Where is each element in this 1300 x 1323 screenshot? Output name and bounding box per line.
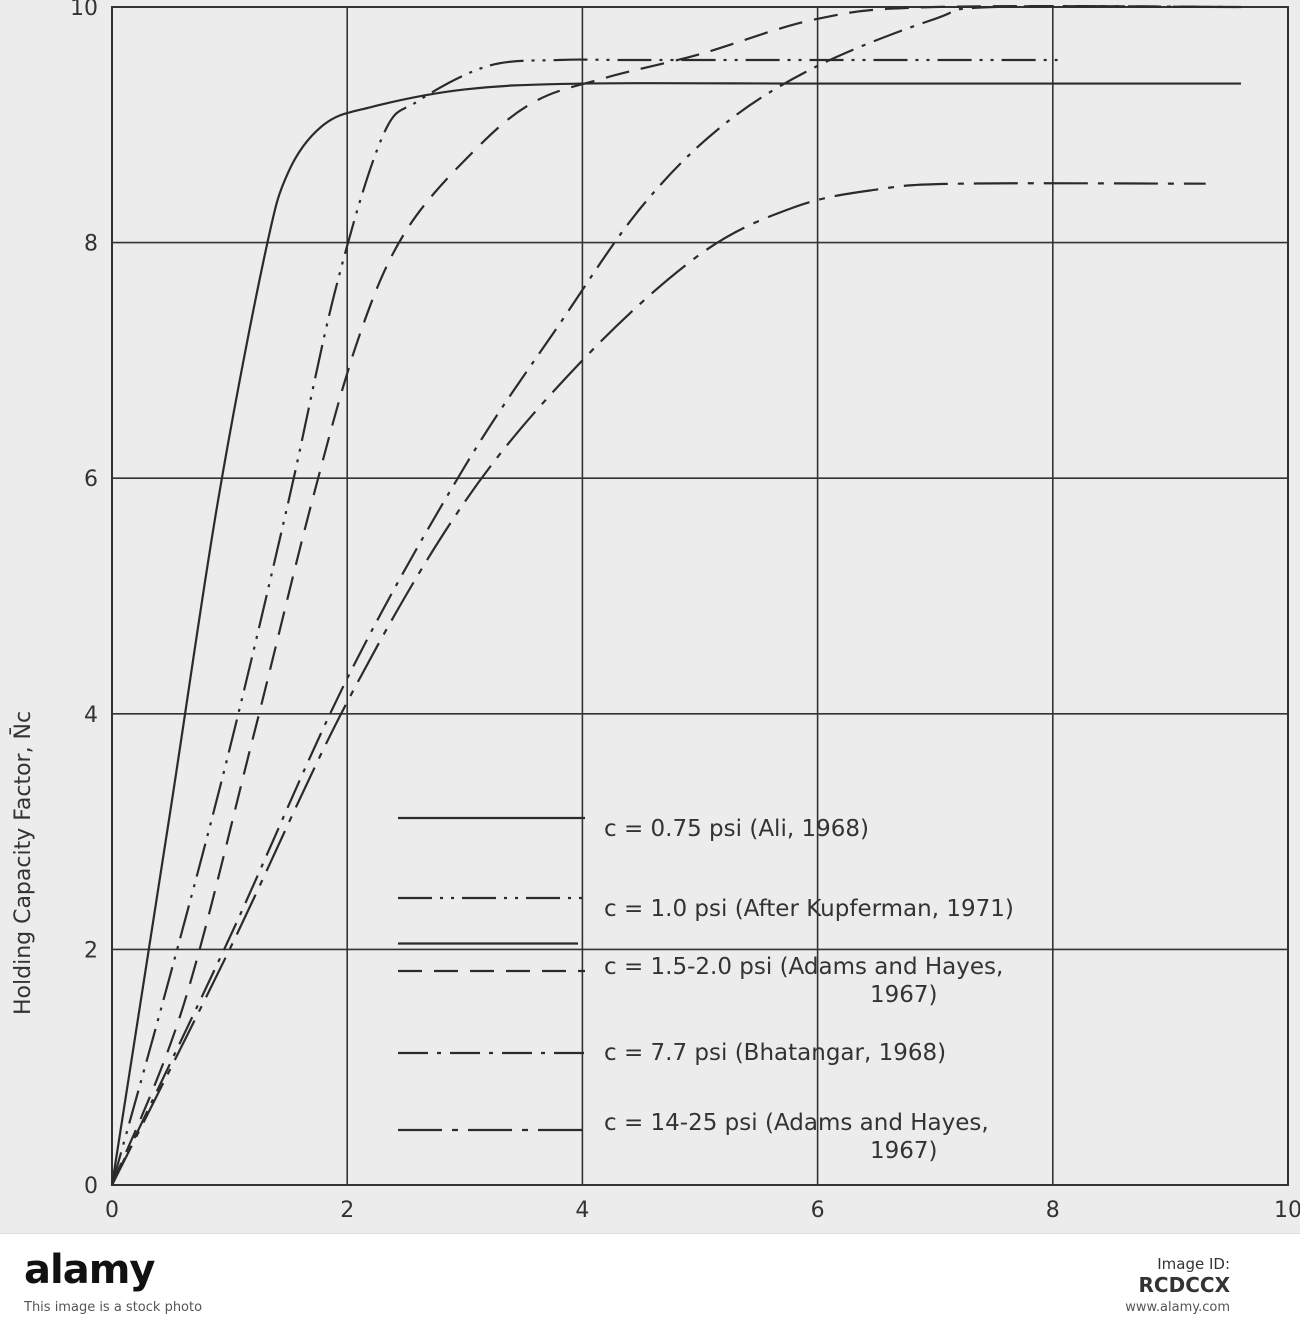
y-tick-label: 6	[84, 467, 98, 492]
watermark-site: www.alamy.com	[1125, 1300, 1230, 1315]
image-id-label: Image ID:	[1157, 1255, 1230, 1273]
grid	[112, 7, 1288, 1185]
series-line-3	[110, 5, 1241, 1186]
watermark-logo: alamy	[24, 1247, 155, 1293]
legend-label-2: c = 1.0 psi (After Kupferman, 1971)	[604, 896, 1014, 922]
x-tick-label: 8	[1046, 1198, 1060, 1223]
legend: c = 0.75 psi (Ali, 1968) c = 1.0 psi (Aft…	[398, 816, 1014, 1164]
x-tick-label: 0	[105, 1198, 119, 1223]
x-tick-label: 2	[340, 1198, 354, 1223]
y-tick-label: 4	[84, 703, 98, 728]
series-line-2	[110, 58, 1065, 1186]
series-line-5	[111, 182, 1206, 1186]
x-tick-label: 6	[811, 1198, 825, 1223]
plot-frame	[111, 6, 1289, 1186]
y-tick-label: 10	[70, 0, 98, 21]
legend-label-1: c = 0.75 psi (Ali, 1968)	[604, 816, 869, 842]
series-lines	[110, 5, 1241, 1186]
image-id-value: RCDCCX	[1138, 1273, 1230, 1297]
y-axis-ticks: 0 2 4 6 8 10	[70, 0, 98, 1199]
legend-label-5: c = 14-25 psi (Adams and Hayes, 1967)	[604, 1110, 989, 1164]
legend-label-3: c = 1.5-2.0 psi (Adams and Hayes, 1967)	[604, 954, 1003, 1008]
x-axis-ticks: 0 2 4 6 8 10	[105, 1198, 1300, 1223]
legend-label-4: c = 7.7 psi (Bhatangar, 1968)	[604, 1040, 946, 1066]
y-axis-title: Holding Capacity Factor, N̄c	[10, 711, 36, 1015]
series-line-1	[110, 82, 1241, 1186]
y-tick-label: 0	[84, 1174, 98, 1199]
x-tick-label: 4	[575, 1198, 589, 1223]
series-line-4	[111, 5, 1241, 1186]
y-tick-label: 2	[84, 938, 98, 963]
y-tick-label: 8	[84, 232, 98, 257]
x-tick-label: 10	[1274, 1198, 1300, 1223]
watermark-note: This image is a stock photo	[24, 1300, 203, 1315]
image-id-block: Image ID: RCDCCX	[1139, 1255, 1230, 1297]
watermark-footer	[0, 1233, 1300, 1323]
